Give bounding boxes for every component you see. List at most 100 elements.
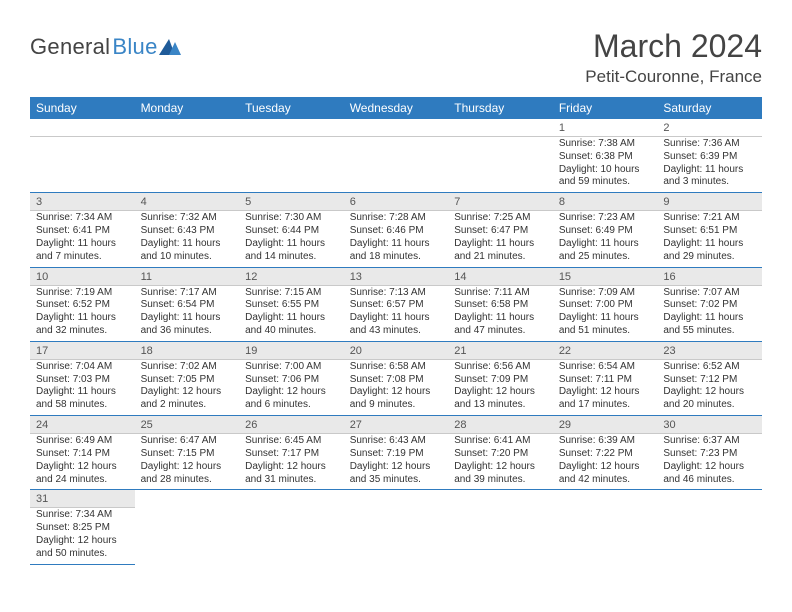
sunset-text: Sunset: 6:46 PM (350, 225, 443, 238)
day-number-cell: 11 (135, 267, 240, 285)
day-detail-cell: Sunrise: 6:52 AMSunset: 7:12 PMDaylight:… (657, 359, 762, 415)
day-number: 18 (135, 342, 240, 359)
day-number: 12 (239, 268, 344, 285)
daylight-text: and 28 minutes. (141, 474, 234, 487)
daylight-text: and 36 minutes. (141, 325, 234, 338)
day-number: 11 (135, 268, 240, 285)
day-number: 28 (448, 416, 553, 433)
day-details: Sunrise: 7:23 AMSunset: 6:49 PMDaylight:… (553, 211, 658, 266)
sunrise-text: Sunrise: 7:00 AM (245, 361, 338, 374)
daylight-text: Daylight: 11 hours (245, 238, 338, 251)
sunset-text: Sunset: 6:55 PM (245, 299, 338, 312)
day-number-cell: 18 (135, 341, 240, 359)
day-detail-cell: Sunrise: 7:38 AMSunset: 6:38 PMDaylight:… (553, 137, 658, 193)
daylight-text: Daylight: 11 hours (454, 238, 547, 251)
day-number-cell: 26 (239, 416, 344, 434)
day-number-cell: 12 (239, 267, 344, 285)
day-number-cell: 1 (553, 119, 658, 137)
daylight-text: Daylight: 12 hours (245, 461, 338, 474)
day-detail-cell (344, 137, 449, 193)
weekday-header: Tuesday (239, 97, 344, 119)
daylight-text: Daylight: 11 hours (245, 312, 338, 325)
sunrise-text: Sunrise: 6:37 AM (663, 435, 756, 448)
day-number: 7 (448, 193, 553, 210)
daylight-text: and 14 minutes. (245, 251, 338, 264)
daylight-text: and 10 minutes. (141, 251, 234, 264)
day-details: Sunrise: 7:34 AMSunset: 6:41 PMDaylight:… (30, 211, 135, 266)
sunrise-text: Sunrise: 6:39 AM (559, 435, 652, 448)
sunrise-text: Sunrise: 7:09 AM (559, 287, 652, 300)
day-number-cell: 20 (344, 341, 449, 359)
day-details: Sunrise: 6:47 AMSunset: 7:15 PMDaylight:… (135, 434, 240, 489)
day-number: 29 (553, 416, 658, 433)
day-details: Sunrise: 7:11 AMSunset: 6:58 PMDaylight:… (448, 286, 553, 341)
sunrise-text: Sunrise: 6:45 AM (245, 435, 338, 448)
day-detail-cell: Sunrise: 7:36 AMSunset: 6:39 PMDaylight:… (657, 137, 762, 193)
sunset-text: Sunset: 6:52 PM (36, 299, 129, 312)
day-detail-cell (553, 508, 658, 564)
day-number: 22 (553, 342, 658, 359)
sunrise-text: Sunrise: 7:34 AM (36, 212, 129, 225)
day-number-cell: 10 (30, 267, 135, 285)
sunrise-text: Sunrise: 7:30 AM (245, 212, 338, 225)
logo-text-general: General (30, 34, 110, 60)
daylight-text: and 20 minutes. (663, 399, 756, 412)
day-number: 23 (657, 342, 762, 359)
day-detail-cell: Sunrise: 7:32 AMSunset: 6:43 PMDaylight:… (135, 211, 240, 267)
sunset-text: Sunset: 6:58 PM (454, 299, 547, 312)
day-details: Sunrise: 7:25 AMSunset: 6:47 PMDaylight:… (448, 211, 553, 266)
sunrise-text: Sunrise: 7:38 AM (559, 138, 652, 151)
day-detail-cell: Sunrise: 6:43 AMSunset: 7:19 PMDaylight:… (344, 434, 449, 490)
calendar-page: General Blue March 2024 Petit-Couronne, … (0, 0, 792, 575)
sunset-text: Sunset: 7:22 PM (559, 448, 652, 461)
weekday-header: Thursday (448, 97, 553, 119)
sunrise-text: Sunrise: 7:28 AM (350, 212, 443, 225)
daylight-text: and 51 minutes. (559, 325, 652, 338)
day-number-cell: 15 (553, 267, 658, 285)
sunset-text: Sunset: 7:02 PM (663, 299, 756, 312)
daylight-text: Daylight: 11 hours (36, 386, 129, 399)
daylight-text: Daylight: 12 hours (350, 386, 443, 399)
daylight-text: and 47 minutes. (454, 325, 547, 338)
daylight-text: Daylight: 11 hours (663, 164, 756, 177)
sunrise-text: Sunrise: 7:32 AM (141, 212, 234, 225)
day-details: Sunrise: 6:45 AMSunset: 7:17 PMDaylight:… (239, 434, 344, 489)
daylight-text: Daylight: 11 hours (36, 312, 129, 325)
sunrise-text: Sunrise: 7:07 AM (663, 287, 756, 300)
daylight-text: and 17 minutes. (559, 399, 652, 412)
sunset-text: Sunset: 8:25 PM (36, 522, 129, 535)
day-number: 19 (239, 342, 344, 359)
day-details: Sunrise: 7:30 AMSunset: 6:44 PMDaylight:… (239, 211, 344, 266)
daylight-text: and 32 minutes. (36, 325, 129, 338)
daylight-text: Daylight: 10 hours (559, 164, 652, 177)
daylight-text: Daylight: 12 hours (663, 461, 756, 474)
day-number: 16 (657, 268, 762, 285)
title-block: March 2024 Petit-Couronne, France (585, 28, 762, 87)
sunrise-text: Sunrise: 7:13 AM (350, 287, 443, 300)
day-number-cell (448, 490, 553, 508)
day-details: Sunrise: 7:04 AMSunset: 7:03 PMDaylight:… (30, 360, 135, 415)
sunset-text: Sunset: 6:44 PM (245, 225, 338, 238)
sunrise-text: Sunrise: 6:43 AM (350, 435, 443, 448)
day-details: Sunrise: 6:49 AMSunset: 7:14 PMDaylight:… (30, 434, 135, 489)
day-number-row: 17181920212223 (30, 341, 762, 359)
day-number-cell: 22 (553, 341, 658, 359)
day-detail-cell: Sunrise: 7:28 AMSunset: 6:46 PMDaylight:… (344, 211, 449, 267)
sunset-text: Sunset: 7:09 PM (454, 374, 547, 387)
sunset-text: Sunset: 6:47 PM (454, 225, 547, 238)
day-detail-cell (135, 508, 240, 564)
day-number-cell: 19 (239, 341, 344, 359)
day-number-cell: 31 (30, 490, 135, 508)
sunset-text: Sunset: 7:23 PM (663, 448, 756, 461)
day-details: Sunrise: 7:07 AMSunset: 7:02 PMDaylight:… (657, 286, 762, 341)
day-number-cell (344, 490, 449, 508)
sunset-text: Sunset: 7:19 PM (350, 448, 443, 461)
day-details: Sunrise: 6:39 AMSunset: 7:22 PMDaylight:… (553, 434, 658, 489)
daylight-text: and 21 minutes. (454, 251, 547, 264)
day-detail-cell: Sunrise: 7:34 AMSunset: 8:25 PMDaylight:… (30, 508, 135, 564)
sunrise-text: Sunrise: 6:47 AM (141, 435, 234, 448)
day-detail-cell: Sunrise: 7:04 AMSunset: 7:03 PMDaylight:… (30, 359, 135, 415)
daylight-text: and 50 minutes. (36, 548, 129, 561)
sunset-text: Sunset: 7:00 PM (559, 299, 652, 312)
day-details: Sunrise: 6:54 AMSunset: 7:11 PMDaylight:… (553, 360, 658, 415)
